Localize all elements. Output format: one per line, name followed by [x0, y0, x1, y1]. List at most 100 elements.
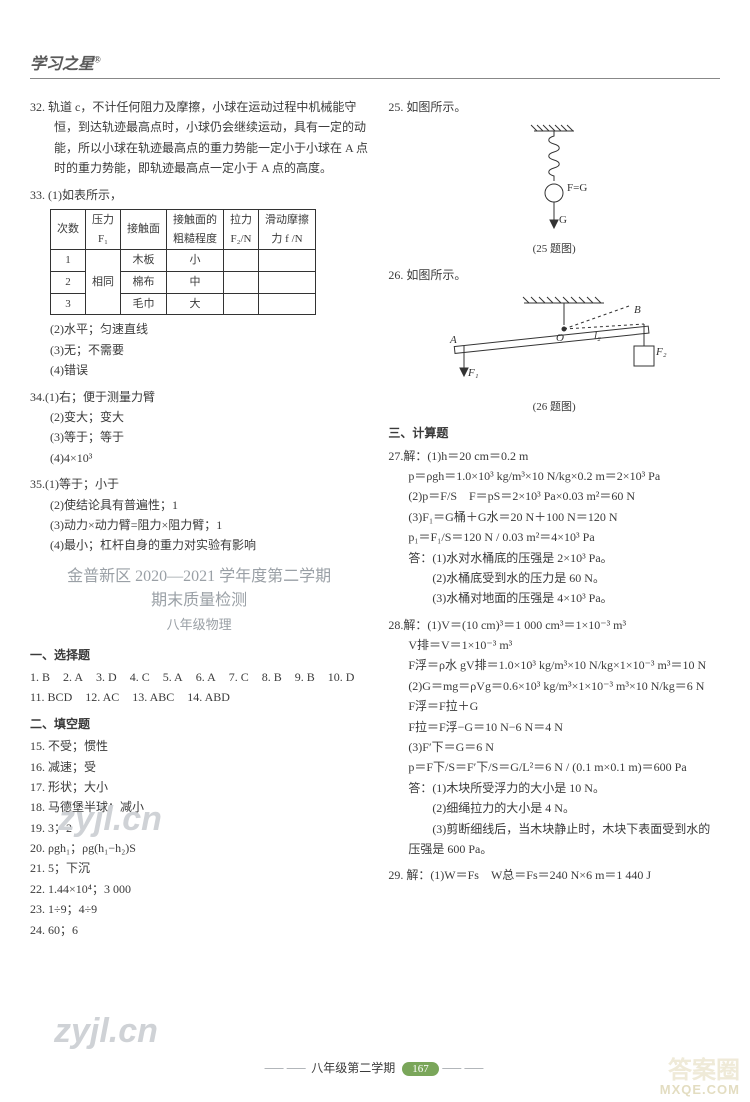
- label-FG: F=G: [567, 182, 587, 194]
- th-rough: 接触面的粗糙程度: [167, 209, 224, 249]
- q34-p4: (4)4×10³: [50, 448, 368, 468]
- q34-p1: (1)右；便于测量力臂: [45, 390, 155, 404]
- th-F1: 压力F₁: [86, 209, 121, 249]
- q34-num: 34.: [30, 390, 45, 404]
- watermark-2: zyjl.cn: [54, 1012, 158, 1051]
- footer-label: 八年级第二学期: [311, 1061, 395, 1075]
- q33-p3: (3)无；不需要: [50, 340, 368, 360]
- exam-title-l3: 八年级物理: [30, 614, 368, 636]
- ans: 14. ABD: [187, 690, 230, 704]
- fill-23: 23. 1÷9；4÷9: [30, 899, 368, 919]
- cell: [224, 272, 259, 294]
- q33-p4: (4)错误: [50, 360, 368, 380]
- q28-l10: (3)剪断细线后，当木块静止时，木块下表面受到水的压强是 600 Pa。: [408, 819, 720, 860]
- q32: 32. 轨道 c，不计任何阻力及摩擦，小球在运动过程中机械能守恒，到达轨迹最高点…: [30, 97, 368, 179]
- label-l2: l₂: [594, 330, 601, 342]
- ans: 3. D: [96, 670, 117, 684]
- ans: 4. C: [130, 670, 150, 684]
- footer-deco-right: ⸺⸺: [442, 1061, 486, 1075]
- q27-l3: (3)F₁＝G桶＋G水＝20 N＋100 N＝120 N: [408, 507, 720, 527]
- q27-l6: (2)水桶底受到水的压力是 60 N。: [408, 568, 720, 588]
- brand-header: 学习之星®: [30, 50, 720, 79]
- ans: 8. B: [262, 670, 282, 684]
- q35-p4: (4)最小；杠杆自身的重力对实验有影响: [50, 535, 368, 555]
- corner-l1: 答案圈: [660, 1059, 740, 1083]
- q28-l3: (2)G＝mg＝ρVg＝0.6×10³ kg/m³×1×10⁻³ m³×10 N…: [408, 676, 720, 696]
- cell: 2: [51, 272, 86, 294]
- q28-l4: F浮＝F拉＋G: [408, 696, 720, 716]
- fill-20: 20. ρgh₁；ρg(h₁−h₂)S: [30, 838, 368, 858]
- label-O: O: [556, 332, 564, 344]
- q26-figure: A B O l₂ F₁ F₂ (26 题图): [388, 291, 720, 417]
- left-column: 32. 轨道 c，不计任何阻力及摩擦，小球在运动过程中机械能守恒，到达轨迹最高点…: [30, 97, 368, 940]
- q27-l1: p＝ρgh＝1.0×10³ kg/m³×10 N/kg×0.2 m＝2×10³ …: [408, 466, 720, 486]
- choice-header: 一、选择题: [30, 645, 368, 665]
- ans: 9. B: [295, 670, 315, 684]
- calc-header: 三、计算题: [388, 423, 720, 443]
- th-num: 次数: [51, 209, 86, 249]
- label-A: A: [449, 334, 457, 346]
- spring-diagram-icon: F=G G: [509, 123, 599, 238]
- cell: 大: [167, 293, 224, 315]
- q26: 26. 如图所示。: [388, 265, 720, 417]
- fill-21: 21. 5；下沉: [30, 858, 368, 878]
- q33-intro: (1)如表所示，: [48, 188, 122, 202]
- q34-p3: (3)等于；等于: [50, 427, 368, 447]
- th-surface: 接触面: [121, 209, 167, 249]
- q25-num: 25.: [388, 100, 403, 114]
- q28-l9: (2)细绳拉力的大小是 4 N。: [408, 798, 720, 818]
- cell: 相同: [86, 250, 121, 315]
- ans: 10. D: [328, 670, 355, 684]
- corner-logo: 答案圈 MXQE.COM: [660, 1059, 740, 1096]
- cell: [259, 272, 316, 294]
- fill-header: 二、填空题: [30, 714, 368, 734]
- cell: 中: [167, 272, 224, 294]
- ans: 6. A: [196, 670, 216, 684]
- brand-text: 学习之星: [30, 56, 94, 73]
- q27-l4: p₁＝F₁/S＝120 N / 0.03 m²＝4×10³ Pa: [408, 527, 720, 547]
- cell: 3: [51, 293, 86, 315]
- fill-17: 17. 形状；大小: [30, 777, 368, 797]
- ans: 1. B: [30, 670, 50, 684]
- q27-num: 27.: [388, 449, 403, 463]
- fill-18: 18. 马德堡半球；减小: [30, 797, 368, 817]
- q32-num: 32.: [30, 100, 45, 114]
- q28-l5: F拉＝F浮−G＝10 N−6 N＝4 N: [408, 717, 720, 737]
- cell: [224, 250, 259, 272]
- q27-l2: (2)p＝F/S F＝pS＝2×10³ Pa×0.03 m²＝60 N: [408, 486, 720, 506]
- footer-page-pill: 167: [402, 1062, 439, 1076]
- content-columns: 32. 轨道 c，不计任何阻力及摩擦，小球在运动过程中机械能守恒，到达轨迹最高点…: [30, 97, 720, 940]
- q28-l8: 答：(1)木块所受浮力的大小是 10 N。: [408, 778, 720, 798]
- q26-caption: (26 题图): [388, 398, 720, 417]
- q29: 29. 解：(1)W＝Fs W总＝Fs＝240 N×6 m＝1 440 J: [388, 865, 720, 885]
- q27: 27.解：(1)h＝20 cm＝0.2 m p＝ρgh＝1.0×10³ kg/m…: [388, 446, 720, 609]
- ans: 5. A: [163, 670, 183, 684]
- ans: 13. ABC: [132, 690, 174, 704]
- q35-p3: (3)动力×动力臂=阻力×阻力臂；1: [50, 515, 368, 535]
- q28-l6: (3)F′下＝G＝6 N: [408, 737, 720, 757]
- cell: [259, 293, 316, 315]
- cell: 木板: [121, 250, 167, 272]
- fill-24: 24. 60；6: [30, 920, 368, 940]
- exam-title-l2: 期末质量检测: [30, 590, 368, 612]
- q29-num: 29.: [388, 868, 403, 882]
- q34-p2: (2)变大；变大: [50, 407, 368, 427]
- q26-num: 26.: [388, 268, 403, 282]
- q26-text: 如图所示。: [406, 268, 466, 282]
- ans: 11. BCD: [30, 690, 72, 704]
- cell: 1: [51, 250, 86, 272]
- cell: [224, 293, 259, 315]
- ans: 2. A: [63, 670, 83, 684]
- q25-text: 如图所示。: [406, 100, 466, 114]
- cell: 毛巾: [121, 293, 167, 315]
- q33: 33. (1)如表所示， 次数 压力F₁ 接触面 接触面的粗糙程度 拉力F₂/N…: [30, 185, 368, 381]
- q28-l0: 解：(1)V＝(10 cm)³＝1 000 cm³＝1×10⁻³ m³: [403, 618, 626, 632]
- q33-p2: (2)水平；匀速直线: [50, 319, 368, 339]
- label-B: B: [634, 304, 641, 316]
- q28-l7: p＝F下/S＝F′下/S＝G/L²＝6 N / (0.1 m×0.1 m)＝60…: [408, 757, 720, 777]
- cell: 小: [167, 250, 224, 272]
- q27-l0: 解：(1)h＝20 cm＝0.2 m: [403, 449, 528, 463]
- q28: 28.解：(1)V＝(10 cm)³＝1 000 cm³＝1×10⁻³ m³ V…: [388, 615, 720, 860]
- fill-22: 22. 1.44×10⁴；3 000: [30, 879, 368, 899]
- label-F1: F₁: [467, 367, 479, 379]
